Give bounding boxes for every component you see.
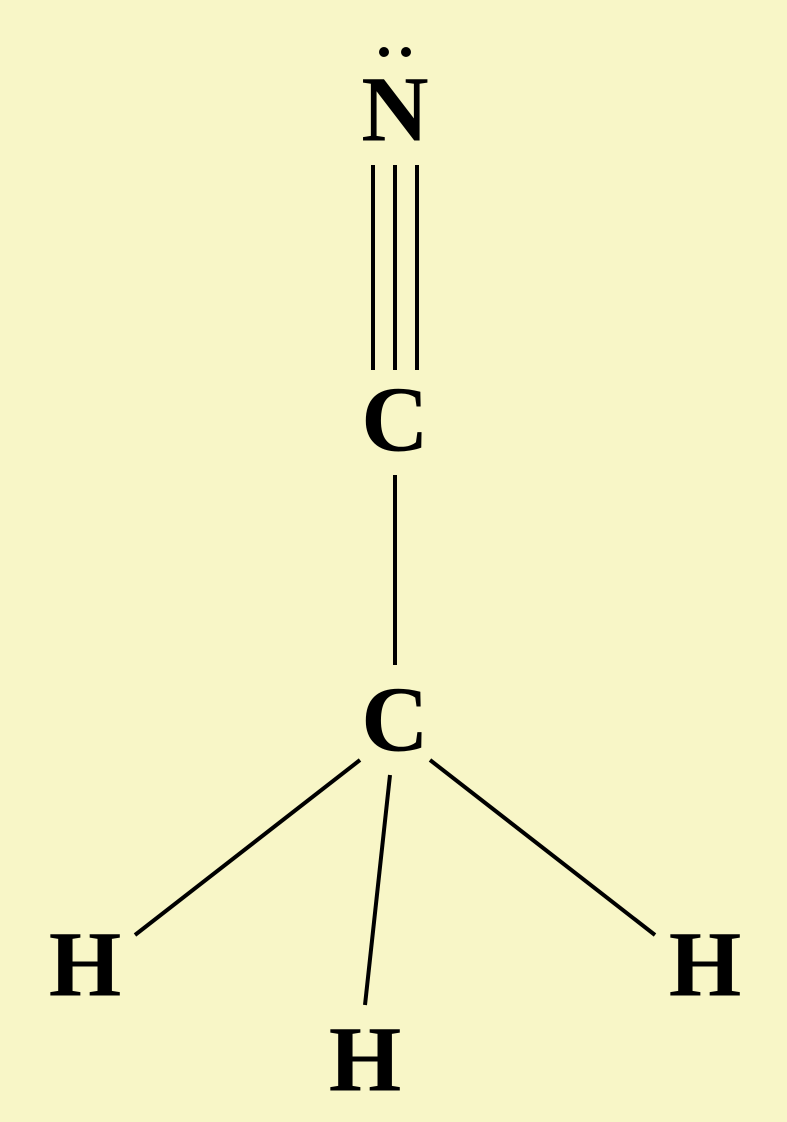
lewis-structure-canvas: N C C H H H bbox=[0, 0, 787, 1122]
atom-H2: H bbox=[329, 1013, 402, 1106]
bond-C2-H2 bbox=[365, 775, 390, 1005]
atom-H3: H bbox=[669, 918, 742, 1011]
bond-C2-H3 bbox=[430, 760, 655, 935]
atom-C1: C bbox=[361, 373, 428, 466]
atom-H1: H bbox=[49, 918, 122, 1011]
atom-C2: C bbox=[361, 673, 428, 766]
lone-pair-N bbox=[379, 47, 411, 57]
bond-C2-H1 bbox=[135, 760, 360, 935]
atom-N: N bbox=[361, 63, 428, 156]
